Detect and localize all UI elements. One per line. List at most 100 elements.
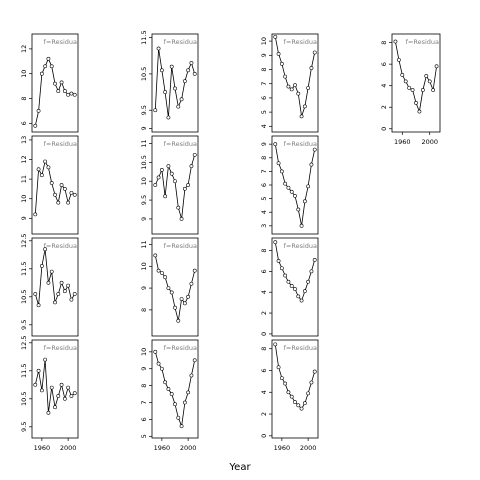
data-point [276,161,281,166]
panel-annotation: f=Residua [284,242,317,250]
data-point [192,72,197,76]
data-point [59,280,64,285]
panel-r3-c1: f=Residua 5 6 7 8 9 10 1960 2000 [140,339,199,452]
panel-annotation: f=Residua [164,38,197,46]
data-point [283,273,288,278]
data-point [36,167,41,172]
panel-r3-c2: f=Residua 0 2 4 6 8 1960 2000 [260,339,319,452]
data-point [156,46,161,51]
data-point [279,376,284,381]
data-point [59,382,64,387]
y-tick-label: 10.5 [20,392,28,406]
y-tick-label: 4 [260,390,268,394]
data-point [276,51,281,56]
y-tick-label: 10 [140,177,148,185]
y-tick-label: 10 [260,37,268,45]
data-point [59,183,64,187]
data-point [59,80,64,85]
data-point [393,39,398,44]
data-point [173,305,177,310]
data-point [182,400,187,405]
data-point [286,84,291,89]
series-line [154,255,196,321]
panel-annotation: f=Residua [406,38,439,46]
y-tick-label: 8 [140,384,148,388]
x-tick-label: 1960 [154,444,171,452]
data-point [192,152,197,157]
data-point [62,187,67,191]
data-point [159,270,164,275]
data-point [296,91,301,96]
panel-annotation: f=Residua [164,242,197,250]
data-point [403,79,408,84]
x-tick-label: 1960 [34,444,51,452]
data-point [286,390,291,395]
data-point [163,90,168,94]
data-point [273,240,278,245]
y-tick-label: 11 [140,240,148,248]
data-point [189,164,194,169]
data-point [56,200,61,205]
data-point [179,97,184,102]
data-point [66,385,71,390]
data-point [166,387,171,391]
data-point [56,394,61,398]
data-point [49,269,54,274]
y-tick-label: 5 [140,434,148,438]
data-point [156,175,161,180]
y-tick-label: 10.5 [140,67,148,81]
panel-frame [31,237,79,337]
data-point [159,366,164,371]
data-point [279,169,284,174]
panel-frame [271,33,319,133]
y-tick-label: 11.5 [140,30,148,44]
data-point [302,401,307,406]
data-point [189,281,194,286]
data-point [62,289,67,294]
data-point [302,199,307,204]
panel-r2-c2: f=Residua 0 2 4 6 8 [260,237,319,337]
data-point [296,294,301,299]
y-tick-label: 4 [380,84,388,88]
y-tick-label: 2 [260,311,268,315]
panel-frame [31,33,79,133]
data-point [189,373,194,378]
y-tick-label: 5 [260,110,268,114]
data-point [156,361,161,366]
data-point [309,66,314,70]
y-tick-label: 6 [140,417,148,421]
data-point [279,266,284,271]
data-point [424,74,429,78]
y-tick-label: 9 [20,216,28,220]
y-tick-label: 8 [260,67,268,71]
data-point [33,292,38,296]
data-point [273,34,278,39]
data-point [169,392,174,396]
data-point [189,61,194,65]
data-point [39,264,44,268]
panel-r2-c1: f=Residua 8 9 10 11 [140,237,199,337]
data-point [182,301,187,306]
panel-r3-c0: f=Residua 9.5 10.5 11.5 12.5 1960 2000 [20,336,79,452]
data-point [33,212,38,217]
y-tick-label: 7 [260,82,268,86]
data-point [72,292,77,296]
data-point [62,89,67,93]
data-point [299,298,304,303]
panel-frame [271,135,319,235]
data-point [179,297,184,301]
x-tick-label: 2000 [180,444,197,452]
data-point [159,168,164,172]
y-tick-label: 9.5 [20,320,28,330]
data-point [273,142,278,147]
data-point [72,192,77,197]
series-line [274,36,316,117]
data-point [69,394,74,398]
series-line [34,249,76,306]
panel-frame [271,339,319,439]
series-line [34,57,75,126]
data-point [33,382,38,387]
y-tick-label: 11.5 [20,262,28,276]
data-point [36,368,41,373]
